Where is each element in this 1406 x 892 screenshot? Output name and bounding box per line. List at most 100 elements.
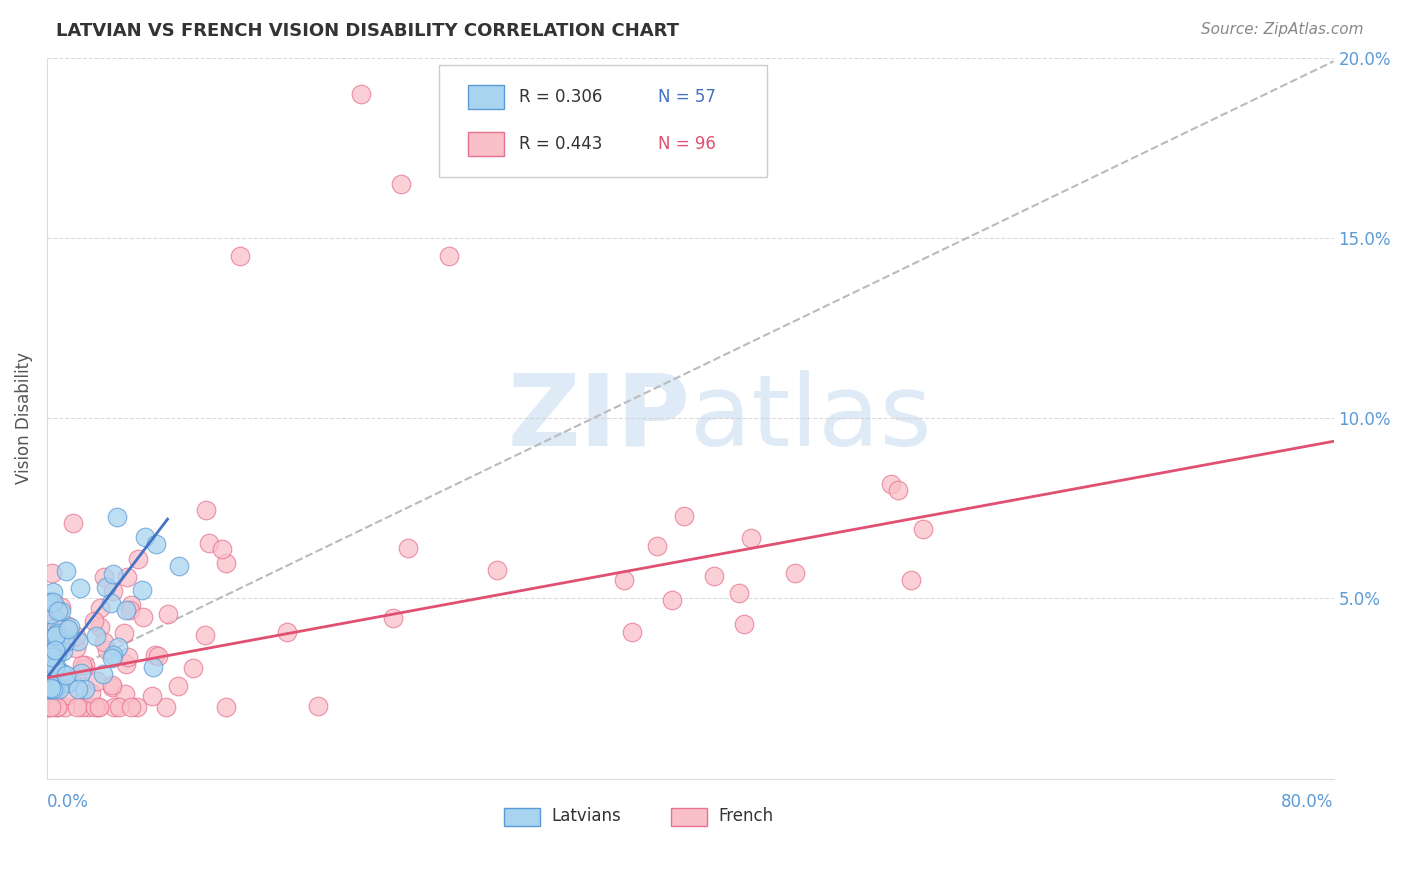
Point	[157, 607, 180, 621]
Point	[55, 668, 77, 682]
Point	[41, 654, 63, 668]
Point	[389, 177, 412, 191]
Point	[93, 635, 115, 649]
Point	[45, 648, 67, 662]
Point	[38, 653, 60, 667]
Point	[39, 681, 62, 696]
Point	[911, 522, 934, 536]
Point	[39, 607, 62, 621]
Point	[45, 639, 67, 653]
Point	[48, 681, 70, 696]
Point	[142, 660, 165, 674]
Point	[703, 569, 725, 583]
Text: N = 57: N = 57	[658, 88, 716, 106]
Point	[39, 681, 62, 696]
Point	[45, 659, 67, 673]
Point	[70, 665, 93, 680]
Point	[39, 699, 62, 714]
Point	[112, 626, 135, 640]
Point	[613, 574, 636, 588]
Point	[114, 687, 136, 701]
Point	[661, 592, 683, 607]
Point	[155, 699, 177, 714]
Point	[49, 673, 72, 687]
Point	[55, 688, 77, 702]
Point	[37, 676, 59, 690]
Point	[46, 641, 69, 656]
Point	[60, 631, 83, 645]
Point	[42, 596, 65, 610]
Point	[44, 660, 66, 674]
Point	[39, 631, 62, 645]
Text: Source: ZipAtlas.com: Source: ZipAtlas.com	[1201, 22, 1364, 37]
Point	[134, 530, 156, 544]
Point	[727, 586, 749, 600]
Point	[285, 14, 308, 29]
Point	[70, 699, 93, 714]
Point	[118, 603, 141, 617]
Point	[46, 699, 69, 714]
Point	[45, 627, 67, 641]
Text: N = 96: N = 96	[658, 136, 716, 153]
Point	[37, 653, 59, 667]
Point	[733, 616, 755, 631]
Point	[120, 699, 142, 714]
Point	[46, 604, 69, 618]
Point	[37, 648, 59, 662]
Point	[105, 510, 128, 524]
Point	[42, 585, 65, 599]
Text: LATVIAN VS FRENCH VISION DISABILITY CORRELATION CHART: LATVIAN VS FRENCH VISION DISABILITY CORR…	[56, 22, 679, 40]
Point	[37, 699, 59, 714]
Point	[900, 573, 922, 587]
Point	[94, 580, 117, 594]
Point	[66, 681, 89, 696]
Point	[72, 662, 94, 676]
Point	[42, 681, 65, 696]
Point	[44, 643, 66, 657]
Point	[37, 681, 59, 696]
Point	[783, 566, 806, 580]
Point	[51, 665, 73, 680]
Point	[740, 531, 762, 545]
Text: French: French	[718, 807, 773, 825]
Point	[55, 618, 77, 632]
Point	[103, 699, 125, 714]
Point	[42, 595, 65, 609]
Point	[115, 569, 138, 583]
Point	[41, 681, 63, 696]
Point	[194, 503, 217, 517]
Point	[53, 699, 76, 714]
Point	[46, 626, 69, 640]
Point	[59, 620, 82, 634]
Point	[62, 516, 84, 530]
Point	[485, 563, 508, 577]
Point	[51, 600, 73, 615]
Point	[37, 682, 59, 697]
Point	[146, 649, 169, 664]
Point	[437, 249, 460, 263]
Text: 80.0%: 80.0%	[1281, 793, 1334, 811]
Point	[132, 610, 155, 624]
Point	[39, 681, 62, 696]
Point	[211, 541, 233, 556]
Point	[120, 598, 142, 612]
Point	[115, 603, 138, 617]
Point	[101, 678, 124, 692]
Point	[75, 658, 97, 673]
Point	[56, 675, 79, 690]
Point	[37, 627, 59, 641]
Point	[103, 648, 125, 662]
Point	[131, 583, 153, 598]
Text: 0.0%: 0.0%	[46, 793, 89, 811]
Point	[100, 680, 122, 694]
Point	[215, 556, 238, 570]
Point	[143, 648, 166, 662]
Text: R = 0.306: R = 0.306	[519, 88, 603, 106]
Point	[93, 570, 115, 584]
Point	[91, 666, 114, 681]
Point	[887, 483, 910, 497]
FancyBboxPatch shape	[503, 807, 540, 826]
Point	[89, 619, 111, 633]
Point	[307, 698, 329, 713]
Point	[83, 615, 105, 629]
